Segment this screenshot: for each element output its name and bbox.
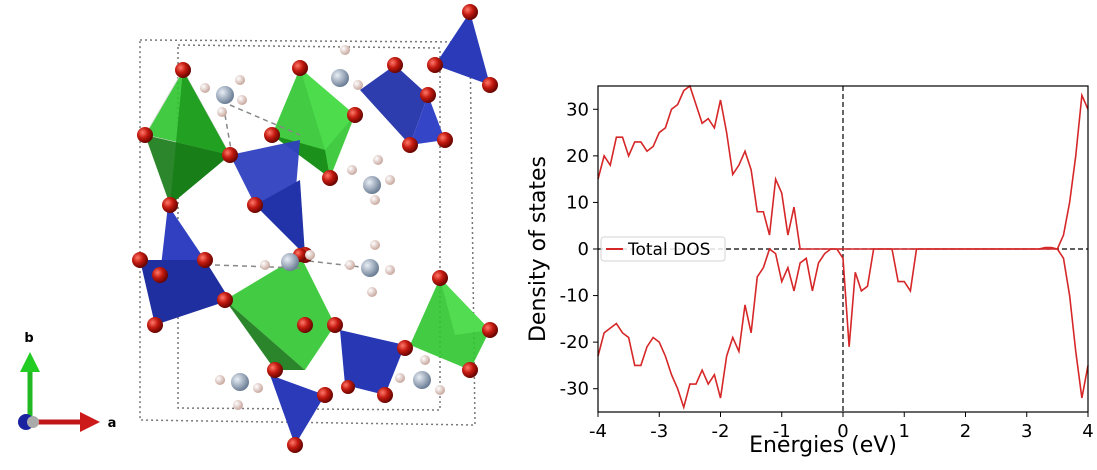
y-tick-label: 30 [566,99,589,120]
axis-label: b [24,331,33,346]
y-tick-label: 20 [566,146,589,167]
x-tick-label: -3 [650,421,668,442]
x-axis-label: Energies (eV) [749,433,897,458]
x-tick-label: 1 [899,421,910,442]
x-tick-label: -4 [589,421,607,442]
x-tick-label: 3 [1021,421,1032,442]
figure: b a Energies (eV) Density of states -30-… [0,0,1097,466]
axis-label: a [108,416,117,431]
dos-chart: Energies (eV) Density of states -30-20-1… [526,86,1094,458]
crystal-structure: b a [18,4,498,453]
x-tick-label: 2 [960,421,971,442]
y-tick-label: -20 [560,332,589,353]
legend-label: Total DOS [627,240,710,260]
y-tick-label: 10 [566,192,589,213]
y-axis-label: Density of states [526,156,551,342]
x-tick-label: -1 [773,421,791,442]
y-tick-label: -10 [560,286,589,307]
y-tick-label: -30 [560,379,589,400]
y-tick-label: 0 [578,239,589,260]
x-tick-label: 4 [1082,421,1093,442]
x-tick-label: 0 [837,421,848,442]
x-tick-label: -2 [712,421,730,442]
